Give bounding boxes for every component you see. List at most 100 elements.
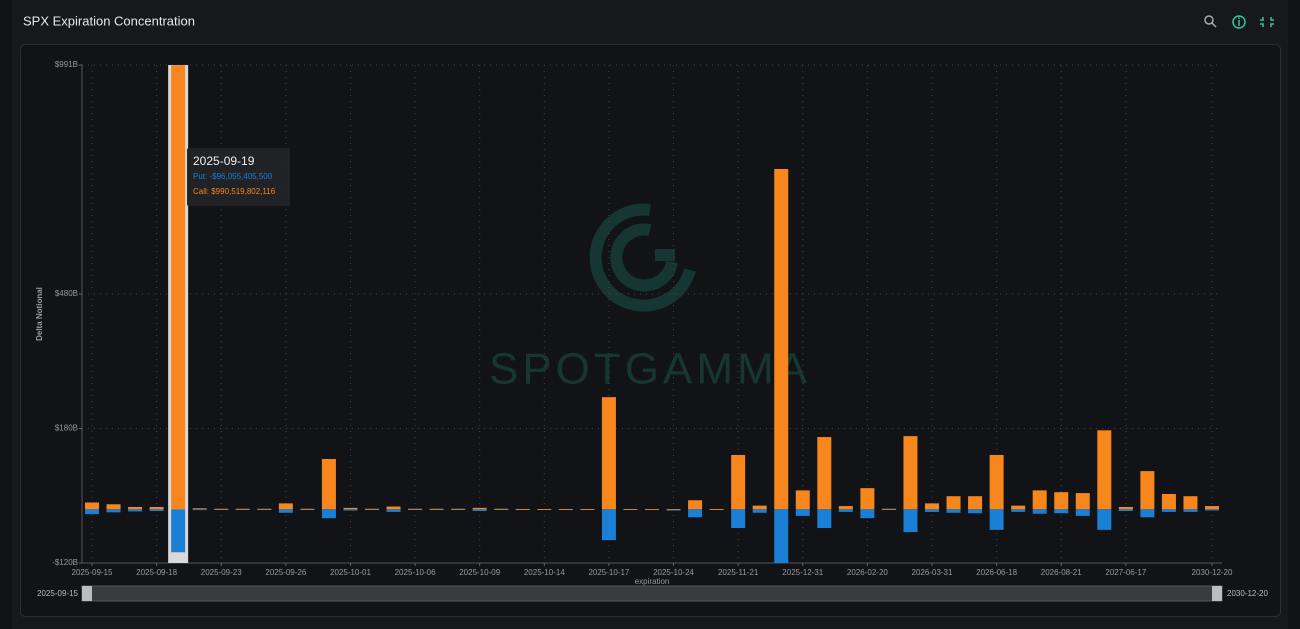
bar	[881, 509, 896, 511]
bar	[429, 509, 444, 511]
bar	[1161, 493, 1176, 510]
bar	[903, 436, 918, 510]
bar	[235, 509, 250, 511]
bar	[300, 508, 315, 510]
bar	[149, 506, 164, 510]
info-icon[interactable]	[1232, 15, 1246, 29]
bar	[343, 507, 358, 510]
bar	[408, 509, 423, 511]
bar	[515, 508, 530, 510]
y-tick-label: $180B	[55, 424, 78, 433]
bar	[321, 459, 336, 510]
x-tick-label: 2026-06-18	[976, 568, 1017, 577]
x-tick-label: 2026-02-20	[847, 568, 888, 577]
y-tick-label: $991B	[55, 60, 78, 69]
slider-track	[81, 585, 1223, 602]
zoom-icon[interactable]	[1204, 15, 1217, 28]
x-tick-label: 2025-10-14	[524, 568, 565, 577]
bar	[494, 509, 509, 511]
bar	[106, 504, 121, 510]
slider-handle-start[interactable]	[82, 586, 92, 601]
bar	[774, 509, 789, 563]
bar	[171, 509, 186, 553]
bar	[795, 490, 810, 510]
bar	[128, 509, 143, 512]
bar	[881, 508, 896, 510]
bar	[1140, 471, 1155, 510]
y-axis-label: Delta Notional	[35, 287, 44, 341]
bar	[214, 508, 229, 510]
bar	[214, 509, 229, 511]
tooltip: 2025-09-19 Put: -$96,055,405,500 Call: $99…	[187, 148, 290, 206]
bar	[1205, 506, 1219, 510]
x-tick-label: 2025-09-15	[72, 568, 113, 577]
bar	[128, 506, 143, 510]
bar	[774, 168, 789, 510]
bar	[537, 508, 552, 510]
bar	[601, 397, 616, 510]
bar	[688, 500, 703, 510]
watermark-logo	[589, 203, 696, 312]
x-tick-label: 2026-03-31	[912, 568, 953, 577]
slider-handle-end[interactable]	[1212, 586, 1222, 601]
collapse-icon[interactable]	[1260, 17, 1274, 27]
bar	[429, 508, 444, 510]
slider-start-label: 2025-09-15	[37, 589, 78, 598]
bar	[817, 437, 832, 510]
bar	[365, 509, 379, 511]
x-tick-label: 2027-06-17	[1105, 568, 1146, 577]
bar	[623, 508, 638, 510]
x-axis-label: expiration	[635, 577, 670, 586]
bar	[257, 508, 272, 510]
bar	[1097, 430, 1112, 510]
bar	[666, 509, 681, 511]
bar	[85, 509, 99, 515]
bar	[1183, 496, 1198, 510]
tooltip-put: Put: -$96,055,405,500	[193, 172, 273, 181]
bar	[860, 509, 875, 519]
x-tick-label: 2025-09-18	[136, 568, 177, 577]
bar	[925, 509, 939, 512]
bar	[192, 508, 207, 510]
bar	[1183, 509, 1198, 512]
card-title: SPX Expiration Concentration	[23, 13, 195, 28]
y-tick-label: $480B	[55, 289, 78, 298]
x-tick-label: 2025-09-23	[201, 568, 242, 577]
bar	[1032, 490, 1047, 510]
bar	[235, 508, 250, 510]
bar	[278, 503, 293, 510]
slider-end-label: 2030-12-20	[1227, 589, 1268, 598]
bar	[451, 509, 466, 511]
x-tick-label: 2025-10-06	[395, 568, 436, 577]
bar	[731, 454, 746, 510]
tooltip-call: Call: $990,519,802,116	[193, 187, 276, 196]
bar	[838, 509, 853, 512]
bar	[1011, 505, 1026, 510]
x-tick-label: 2025-10-01	[330, 568, 371, 577]
bar	[968, 496, 983, 510]
bar	[795, 509, 810, 516]
bar	[365, 508, 379, 510]
bar	[494, 508, 509, 510]
bar	[860, 488, 875, 510]
x-tick-label: 2025-09-26	[265, 568, 306, 577]
bar	[1097, 509, 1112, 530]
bar	[192, 509, 207, 511]
x-tick-label: 2025-11-21	[718, 568, 759, 577]
bar	[645, 509, 659, 511]
bar	[1140, 509, 1155, 518]
x-tick-label: 2025-10-09	[459, 568, 500, 577]
bars	[85, 65, 1219, 563]
bar	[472, 507, 487, 510]
bar	[278, 509, 293, 513]
bar	[1118, 506, 1133, 510]
bar	[731, 509, 746, 529]
x-tick-label: 2030-12-20	[1192, 568, 1233, 577]
tooltip-date: 2025-09-19	[193, 154, 255, 168]
bar	[149, 509, 164, 512]
chart-panel	[20, 44, 1281, 617]
bar	[968, 509, 983, 514]
watermark: SPOTGAMMA	[489, 345, 811, 394]
bar	[817, 509, 832, 529]
